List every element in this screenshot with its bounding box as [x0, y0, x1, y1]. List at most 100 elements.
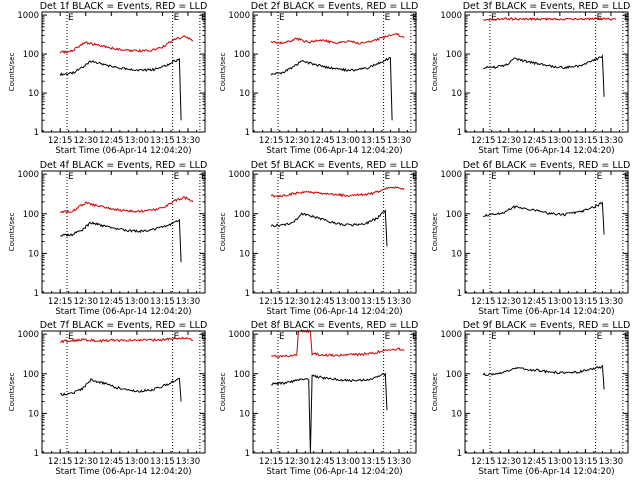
chart-title: Det 3f BLACK = Events, RED = LLD — [463, 1, 631, 12]
x-tick-label: 12:30 — [73, 297, 98, 307]
x-tick-label: 12:45 — [99, 297, 124, 307]
x-tick-label: 13:30 — [176, 136, 201, 146]
x-tick-label: 12:15 — [48, 297, 73, 307]
x-tick-label: 12:45 — [99, 457, 124, 467]
series-line-events — [59, 57, 182, 121]
event-marker-label: E — [491, 13, 497, 23]
y-tick-label: 100 — [446, 50, 462, 60]
x-tick-label: 13:15 — [150, 297, 175, 307]
x-tick-label: 13:30 — [387, 297, 412, 307]
x-tick-label: 13:00 — [336, 457, 361, 467]
y-tick-label: 1000 — [228, 170, 250, 180]
series-line-events — [270, 209, 388, 247]
chart-panel-2: Det 2f BLACK = Events, RED = LLD Counts/s… — [219, 1, 418, 156]
plot-frame — [464, 330, 629, 454]
event-marker-label: E — [624, 13, 630, 23]
event-marker-label: E — [624, 172, 630, 182]
x-tick-label: 12:15 — [259, 457, 284, 467]
x-tick-label: 12:30 — [496, 136, 521, 146]
x-tick-label: 13:00 — [336, 136, 361, 146]
x-tick-label: 12:45 — [522, 457, 547, 467]
series-line-lld — [482, 16, 617, 22]
plot-frame — [41, 170, 206, 294]
series-line-events — [60, 218, 182, 263]
series-line-events — [483, 201, 605, 235]
y-tick-label: 100 — [446, 370, 462, 380]
event-marker-label: E — [597, 332, 603, 342]
x-tick-label: 12:15 — [471, 457, 496, 467]
y-axis-label: Counts/sec — [219, 213, 227, 252]
x-tick-label: 13:00 — [548, 457, 573, 467]
x-axis-label: Start Time (06-Apr-14 12:04:20) — [266, 146, 402, 156]
y-tick-label: 1 — [245, 449, 250, 459]
event-marker-label: E — [68, 172, 74, 182]
series-line-events — [483, 54, 605, 97]
y-axis-label: Counts/sec — [8, 213, 16, 252]
y-tick-label: 1 — [245, 128, 250, 138]
series-line-events — [60, 377, 182, 402]
y-tick-label: 10 — [239, 89, 250, 99]
y-tick-label: 100 — [23, 50, 39, 60]
x-axis-label: Start Time (06-Apr-14 12:04:20) — [55, 467, 191, 477]
x-tick-label: 12:15 — [471, 297, 496, 307]
x-tick-label: 12:30 — [284, 136, 309, 146]
x-tick-label: 13:15 — [573, 136, 598, 146]
x-tick-label: 12:30 — [496, 297, 521, 307]
series-line-lld — [270, 32, 405, 45]
event-marker-label: E — [597, 172, 603, 182]
y-tick-label: 1 — [34, 289, 39, 299]
event-marker-label: E — [491, 172, 497, 182]
event-marker-label: E — [412, 13, 418, 23]
event-marker-label: E — [201, 332, 207, 342]
chart-panel-4: Det 4f BLACK = Events, RED = LLD Counts/s… — [8, 160, 207, 317]
event-marker-label: E — [174, 13, 180, 23]
chart-panel-1: Det 1f BLACK = Events, RED = LLD Counts/s… — [8, 1, 207, 156]
chart-panel-3: Det 3f BLACK = Events, RED = LLD Counts/s… — [431, 1, 630, 156]
x-tick-label: 12:30 — [284, 457, 309, 467]
y-tick-label: 1000 — [228, 11, 250, 21]
y-tick-label: 10 — [451, 89, 462, 99]
y-axis-label: Counts/sec — [431, 373, 439, 412]
x-axis-label: Start Time (06-Apr-14 12:04:20) — [478, 146, 614, 156]
series-line-lld — [271, 328, 405, 358]
y-tick-label: 100 — [234, 50, 250, 60]
event-marker-label: E — [68, 13, 74, 23]
y-tick-label: 10 — [28, 89, 39, 99]
chart-title: Det 1f BLACK = Events, RED = LLD — [40, 1, 208, 12]
x-tick-label: 13:00 — [125, 136, 150, 146]
x-tick-label: 13:15 — [573, 457, 598, 467]
x-tick-label: 13:00 — [336, 297, 361, 307]
x-tick-label: 12:30 — [284, 297, 309, 307]
event-marker-label: E — [279, 332, 285, 342]
x-tick-label: 12:45 — [522, 136, 547, 146]
y-tick-label: 10 — [451, 249, 462, 259]
y-tick-label: 10 — [239, 249, 250, 259]
x-tick-label: 12:45 — [522, 297, 547, 307]
x-tick-label: 13:15 — [361, 457, 386, 467]
y-tick-label: 1 — [34, 449, 39, 459]
x-tick-label: 13:30 — [599, 297, 624, 307]
series-line-lld — [59, 35, 194, 54]
y-tick-label: 1000 — [440, 330, 462, 340]
chart-panel-8: Det 8f BLACK = Events, RED = LLD Counts/s… — [219, 320, 418, 477]
x-tick-label: 13:15 — [361, 136, 386, 146]
x-tick-label: 13:30 — [599, 136, 624, 146]
x-tick-label: 13:00 — [548, 136, 573, 146]
chart-title: Det 7f BLACK = Events, RED = LLD — [40, 320, 208, 331]
y-tick-label: 10 — [28, 249, 39, 259]
y-tick-label: 1000 — [17, 11, 39, 21]
chart-title: Det 9f BLACK = Events, RED = LLD — [463, 320, 631, 331]
plot-frame — [464, 170, 629, 294]
y-tick-label: 1 — [457, 128, 462, 138]
series-line-lld — [60, 196, 194, 214]
x-tick-label: 12:30 — [73, 457, 98, 467]
x-tick-label: 12:45 — [310, 136, 335, 146]
event-marker-label: E — [385, 332, 391, 342]
series-line-events — [271, 372, 388, 454]
x-axis-label: Start Time (06-Apr-14 12:04:20) — [478, 467, 614, 477]
y-tick-label: 1000 — [440, 170, 462, 180]
series-line-lld — [59, 336, 194, 344]
plot-frame — [252, 330, 417, 454]
x-tick-label: 12:30 — [496, 457, 521, 467]
